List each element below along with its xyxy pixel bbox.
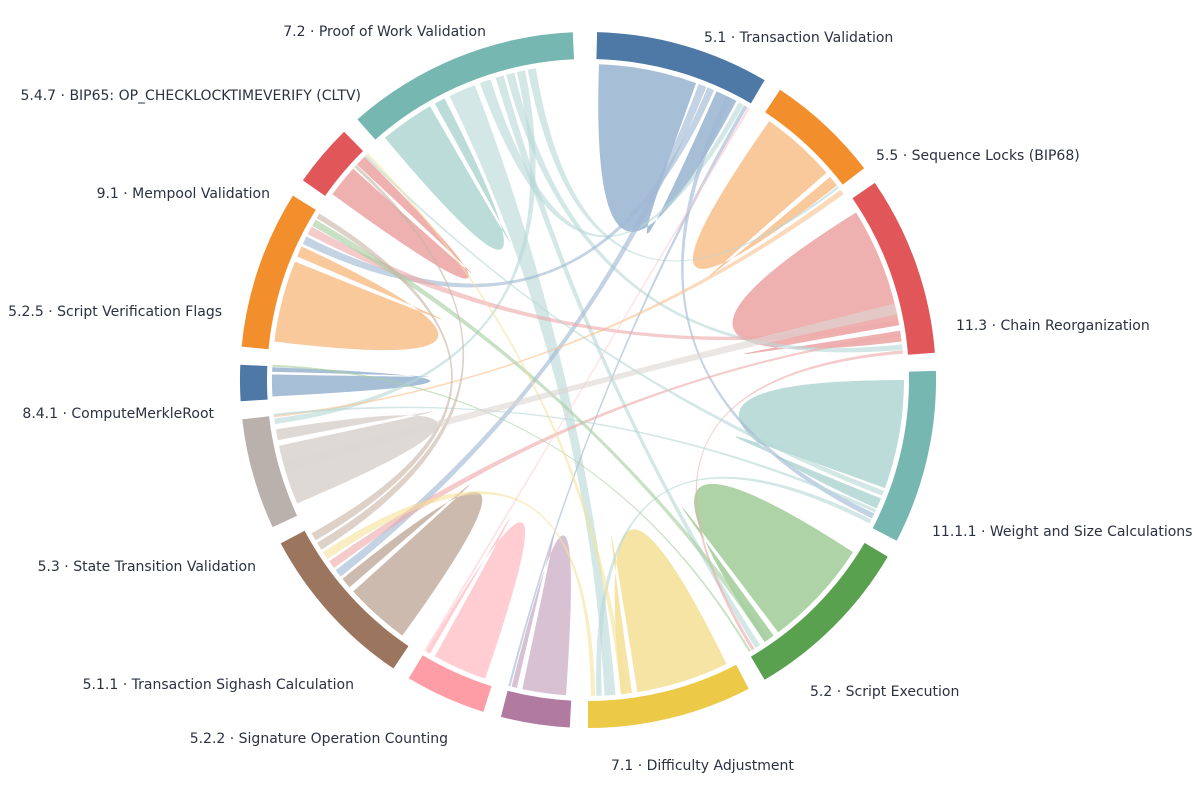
arc-layer <box>239 32 937 728</box>
label-bip65-cltv: 5.4.7 · BIP65: OP_CHECKLOCKTIMEVERIFY (C… <box>20 88 361 104</box>
label-sequence-locks: 5.5 · Sequence Locks (BIP68) <box>876 148 1080 164</box>
ribbon-s53-s91 <box>311 213 453 541</box>
ribbon-s72-s72 <box>384 98 511 250</box>
ribbon-s55-s55 <box>692 121 837 278</box>
label-signature-operation-counting: 5.2.2 · Signature Operation Counting <box>190 731 448 747</box>
arc-s53[interactable] <box>280 530 409 669</box>
label-compute-merkle-root: 8.4.1 · ComputeMerkleRoot <box>22 406 214 422</box>
arc-s547[interactable] <box>302 131 363 196</box>
ribbon-s53-s547 <box>317 164 465 550</box>
arc-s522[interactable] <box>500 690 572 728</box>
arc-s91[interactable] <box>241 195 316 350</box>
ribbon-s51-s51 <box>598 64 737 234</box>
label-state-transition-validation: 5.3 · State Transition Validation <box>38 559 256 575</box>
ribbon-s113-s91 <box>307 226 900 341</box>
ribbon-s91-s91 <box>274 246 443 351</box>
arc-s1111[interactable] <box>872 370 937 541</box>
arc-s55[interactable] <box>765 89 865 185</box>
ribbon-s511-s51 <box>424 107 750 652</box>
arc-s71[interactable] <box>588 664 749 728</box>
ribbon-s71-s71 <box>611 529 727 695</box>
label-script-verification-flags: 5.2.5 · Script Verification Flags <box>8 304 222 320</box>
ribbon-layer <box>271 64 904 696</box>
arc-s525[interactable] <box>239 364 268 402</box>
ribbon-s1111-s1111 <box>735 380 904 509</box>
arc-s113[interactable] <box>852 182 935 355</box>
ribbon-s52-s52 <box>681 483 853 642</box>
label-script-execution: 5.2 · Script Execution <box>810 684 959 700</box>
arc-s72[interactable] <box>357 32 574 140</box>
label-chain-reorganization: 11.3 · Chain Reorganization <box>956 318 1150 334</box>
label-weight-size-calculations: 11.1.1 · Weight and Size Calculations <box>932 524 1192 540</box>
label-mempool-validation: 9.1 · Mempool Validation <box>97 186 270 202</box>
arc-s511[interactable] <box>408 655 492 712</box>
ribbon-s72-s51 <box>479 79 744 238</box>
ribbon-s511-s511 <box>426 517 526 679</box>
arc-s52[interactable] <box>750 542 888 680</box>
ribbon-s841-s113 <box>282 303 898 473</box>
label-proof-of-work-validation: 7.2 · Proof of Work Validation <box>283 24 486 40</box>
ribbon-s547-s547 <box>332 156 472 279</box>
arc-s51[interactable] <box>596 32 765 104</box>
label-transaction-validation: 5.1 · Transaction Validation <box>704 30 893 46</box>
label-transaction-sighash: 5.1.1 · Transaction Sighash Calculation <box>83 677 354 693</box>
label-difficulty-adjustment: 7.1 · Difficulty Adjustment <box>611 758 794 774</box>
ribbon-s53-s53 <box>342 484 483 636</box>
ribbon-s522-s522 <box>511 534 571 696</box>
arc-s841[interactable] <box>242 416 298 528</box>
ribbon-s525-s525 <box>271 367 431 397</box>
